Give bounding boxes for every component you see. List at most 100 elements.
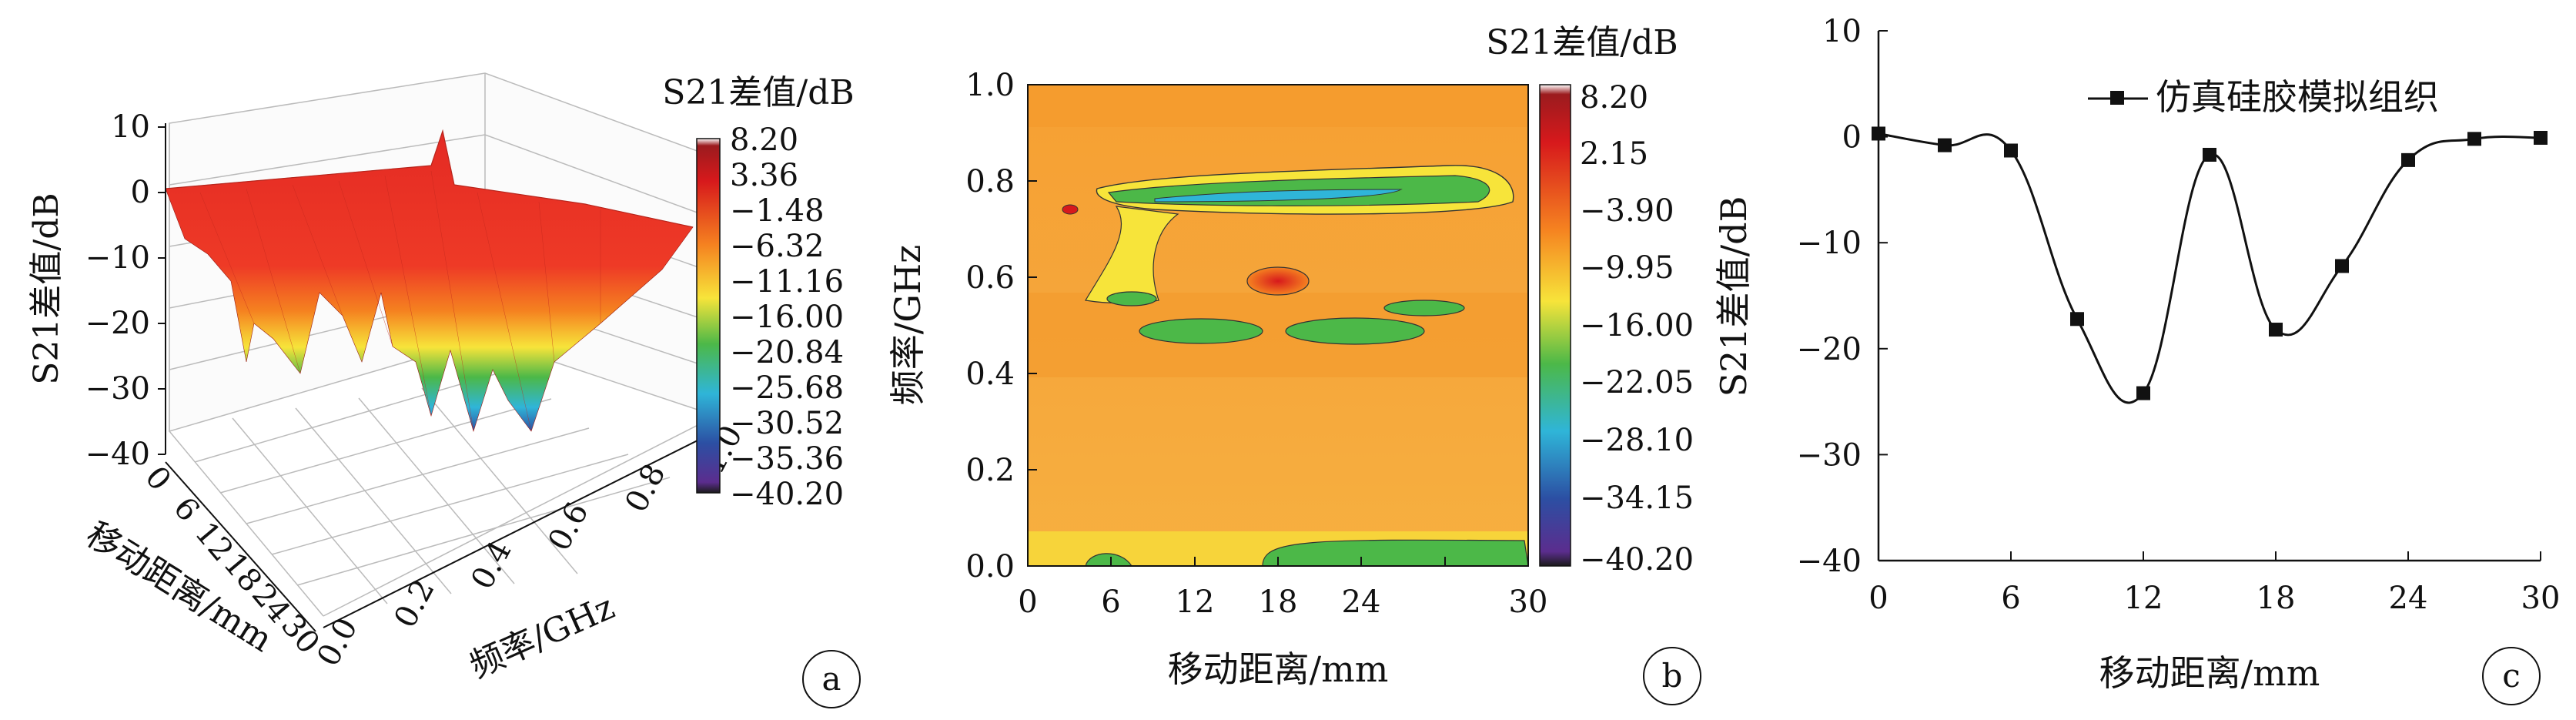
line-series-markers bbox=[1872, 126, 2548, 400]
frequency-axis-label: 频率/GHz bbox=[464, 588, 621, 686]
z-axis bbox=[158, 123, 166, 455]
line-x-tick-label: 0 bbox=[1868, 581, 1888, 616]
heatmap-x-tick-label: 6 bbox=[1101, 584, 1120, 620]
colorbar-a-tick: 3.36 bbox=[730, 158, 798, 193]
heatmap-plot-area bbox=[1027, 84, 1529, 567]
line-axes bbox=[1877, 31, 2541, 562]
colorbar-a-tick: 8.20 bbox=[730, 122, 798, 158]
colorbar-a-tick: −25.68 bbox=[730, 370, 844, 406]
colorbar-b-tick: 8.20 bbox=[1580, 80, 1648, 116]
colorbar-a-ticks: 8.20 3.36 −1.48 −6.32 −11.16 −16.00 −20.… bbox=[730, 122, 844, 512]
z-tick-label: −30 bbox=[85, 371, 150, 407]
line-data-point bbox=[2070, 312, 2084, 327]
line-legend: 仿真硅胶模拟组织 bbox=[2088, 76, 2439, 118]
z-tick-label: −40 bbox=[85, 437, 150, 472]
colorbar-b-tick: −28.10 bbox=[1580, 423, 1694, 458]
panel-b-letter: b bbox=[1662, 657, 1683, 695]
z-tick-labels: 10 0 −10 −20 −30 −40 bbox=[85, 109, 150, 472]
line-y-tick-labels: 10 0 −10 −20 −30 −40 bbox=[1797, 14, 1862, 579]
distance-axis bbox=[165, 461, 316, 632]
frequency-tick-label: 0.2 bbox=[387, 574, 441, 634]
line-data-point bbox=[2467, 132, 2481, 146]
line-y-tick-label: −40 bbox=[1797, 544, 1862, 579]
colorbar-b-tick: −16.00 bbox=[1580, 308, 1694, 343]
line-x-tick-label: 6 bbox=[2001, 581, 2020, 616]
z-tick-label: 0 bbox=[131, 175, 150, 210]
panel-a-label: a bbox=[802, 650, 861, 708]
surface-mesh bbox=[165, 129, 694, 433]
panel-b-label: b bbox=[1643, 647, 1701, 705]
heatmap-y-tick-label: 0.6 bbox=[965, 260, 1015, 296]
panel-c-letter: c bbox=[2502, 657, 2521, 695]
colorbar-a-tick: −40.20 bbox=[730, 477, 844, 512]
line-x-tick-label: 24 bbox=[2389, 581, 2428, 616]
heatmap-y-axis-label: 频率/GHz bbox=[887, 245, 928, 406]
colorbar-a-tick: −11.16 bbox=[730, 264, 844, 300]
line-data-point bbox=[2534, 130, 2548, 145]
frequency-tick-label: 0.4 bbox=[464, 535, 518, 595]
heatmap-x-axis-label: 移动距离/mm bbox=[1168, 648, 1389, 690]
line-x-tick-labels: 0 6 12 18 24 30 bbox=[1868, 581, 2560, 616]
heatmap-x-tick-labels: 0 6 12 18 24 30 bbox=[1018, 584, 1547, 620]
frequency-axis bbox=[323, 430, 717, 628]
line-data-point bbox=[2401, 152, 2415, 167]
panel-c-line-chart: 10 0 −10 −20 −30 −40 0 6 12 18 24 30 移动距离/mm S21差值… bbox=[1713, 14, 2560, 705]
panel-a-letter: a bbox=[821, 660, 841, 698]
line-data-point bbox=[2203, 147, 2216, 162]
heatmap-y-tick-label: 0.8 bbox=[965, 164, 1015, 199]
line-data-point bbox=[1938, 138, 1952, 152]
line-x-tick-label: 12 bbox=[2124, 581, 2163, 616]
panel-b-heatmap: 1.0 0.8 0.6 0.4 0.2 0.0 0 6 12 18 24 30 … bbox=[887, 23, 1701, 705]
panel-c-label: c bbox=[2482, 647, 2541, 705]
heatmap-y-tick-label: 0.4 bbox=[965, 357, 1015, 392]
frequency-tick-label: 0.8 bbox=[618, 458, 672, 518]
heatmap-x-tick-label: 18 bbox=[1259, 584, 1298, 620]
colorbar-a-tick: −20.84 bbox=[730, 335, 844, 370]
line-data-point bbox=[2335, 259, 2349, 273]
legend-marker bbox=[2110, 91, 2124, 105]
colorbar-a bbox=[696, 138, 721, 494]
colorbar-a-tick: −1.48 bbox=[730, 193, 825, 229]
colorbar-b-tick: −22.05 bbox=[1580, 365, 1694, 400]
colorbar-a-tick: −6.32 bbox=[730, 229, 825, 264]
frequency-tick-label: 0.6 bbox=[541, 497, 595, 557]
line-series-curve bbox=[1878, 132, 2541, 404]
line-y-tick-label: 10 bbox=[1822, 14, 1862, 49]
line-y-tick-label: 0 bbox=[1842, 120, 1862, 156]
colorbar-b-tick: −34.15 bbox=[1580, 481, 1694, 516]
distance-tick-label: 6 bbox=[166, 491, 206, 528]
colorbar-b bbox=[1539, 84, 1571, 567]
colorbar-b-tick: −3.90 bbox=[1580, 193, 1674, 229]
z-tick-label: −10 bbox=[85, 240, 150, 276]
colorbar-a-tick: −30.52 bbox=[730, 406, 844, 441]
heatmap-y-ticks bbox=[1027, 84, 1529, 567]
heatmap-y-tick-label: 1.0 bbox=[965, 68, 1015, 103]
heatmap-y-tick-label: 0.0 bbox=[965, 549, 1015, 584]
line-y-axis-label: S21差值/dB bbox=[1713, 196, 1755, 397]
heatmap-x-tick-label: 24 bbox=[1342, 584, 1381, 620]
line-ticks bbox=[1878, 30, 2541, 561]
colorbar-a-tick: −16.00 bbox=[730, 300, 844, 335]
z-tick-label: −20 bbox=[85, 306, 150, 341]
line-x-tick-label: 18 bbox=[2257, 581, 2296, 616]
legend-label: 仿真硅胶模拟组织 bbox=[2156, 76, 2439, 118]
line-x-tick-label: 30 bbox=[2521, 581, 2561, 616]
line-y-tick-label: −10 bbox=[1797, 226, 1862, 261]
colorbar-b-title: S21差值/dB bbox=[1486, 23, 1678, 62]
line-y-tick-label: −30 bbox=[1797, 437, 1862, 473]
heatmap-x-tick-label: 12 bbox=[1176, 584, 1215, 620]
colorbar-b-tick: −40.20 bbox=[1580, 542, 1694, 578]
colorbar-b-tick: 2.15 bbox=[1580, 136, 1648, 172]
frequency-tick-label: 0.0 bbox=[310, 612, 364, 672]
line-data-point bbox=[2136, 386, 2150, 400]
heatmap-x-tick-label: 30 bbox=[1509, 584, 1548, 620]
heatmap-y-tick-labels: 1.0 0.8 0.6 0.4 0.2 0.0 bbox=[965, 68, 1015, 584]
colorbar-b-ticks: 8.20 2.15 −3.90 −9.95 −16.00 −22.05 −28.… bbox=[1580, 80, 1694, 578]
heatmap-x-tick-label: 0 bbox=[1018, 584, 1037, 620]
z-tick-label: 10 bbox=[111, 109, 150, 145]
heatmap-y-tick-label: 0.2 bbox=[965, 453, 1015, 488]
z-axis-label: S21差值/dB bbox=[27, 193, 66, 384]
line-data-point bbox=[2269, 323, 2283, 337]
colorbar-a-tick: −35.36 bbox=[730, 441, 844, 477]
